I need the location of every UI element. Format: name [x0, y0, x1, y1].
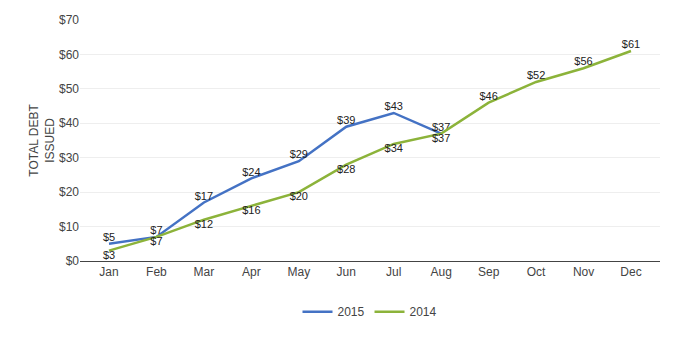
svg-text:Nov: Nov [573, 265, 594, 279]
svg-text:$56: $56 [574, 55, 592, 67]
svg-text:$28: $28 [337, 163, 355, 175]
svg-text:$10: $10 [59, 220, 79, 234]
svg-text:$61: $61 [622, 38, 640, 50]
svg-text:$0: $0 [66, 254, 80, 268]
svg-text:$34: $34 [385, 142, 403, 154]
svg-text:Aug: Aug [431, 265, 452, 279]
svg-text:$70: $70 [59, 13, 79, 27]
svg-text:Mar: Mar [194, 265, 215, 279]
svg-text:Jun: Jun [337, 265, 356, 279]
svg-text:$50: $50 [59, 82, 79, 96]
svg-text:$30: $30 [59, 151, 79, 165]
svg-text:Feb: Feb [146, 265, 167, 279]
svg-text:$7: $7 [150, 224, 162, 236]
svg-text:$40: $40 [59, 116, 79, 130]
svg-text:Jul: Jul [386, 265, 401, 279]
svg-text:$37: $37 [432, 121, 450, 133]
svg-text:$20: $20 [59, 185, 79, 199]
svg-text:May: May [287, 265, 310, 279]
svg-text:2014: 2014 [410, 305, 437, 319]
svg-text:Apr: Apr [242, 265, 261, 279]
svg-text:2015: 2015 [338, 305, 365, 319]
svg-text:$52: $52 [527, 69, 545, 81]
svg-text:Sep: Sep [478, 265, 500, 279]
svg-text:$7: $7 [150, 235, 162, 247]
svg-text:$20: $20 [290, 190, 308, 202]
svg-text:$3: $3 [103, 249, 115, 261]
svg-text:$37: $37 [432, 132, 450, 144]
svg-text:$29: $29 [290, 148, 308, 160]
svg-text:$5: $5 [103, 231, 115, 243]
svg-text:Jan: Jan [99, 265, 118, 279]
svg-text:$17: $17 [195, 190, 213, 202]
svg-text:$39: $39 [337, 114, 355, 126]
svg-text:$16: $16 [242, 204, 260, 216]
svg-text:Dec: Dec [620, 265, 641, 279]
svg-text:TOTAL DEBTISSUED: TOTAL DEBTISSUED [27, 104, 57, 177]
svg-text:$24: $24 [242, 166, 260, 178]
svg-text:$12: $12 [195, 218, 213, 230]
svg-text:$60: $60 [59, 48, 79, 62]
svg-text:Oct: Oct [527, 265, 546, 279]
svg-text:$46: $46 [479, 90, 497, 102]
svg-text:$43: $43 [385, 100, 403, 112]
